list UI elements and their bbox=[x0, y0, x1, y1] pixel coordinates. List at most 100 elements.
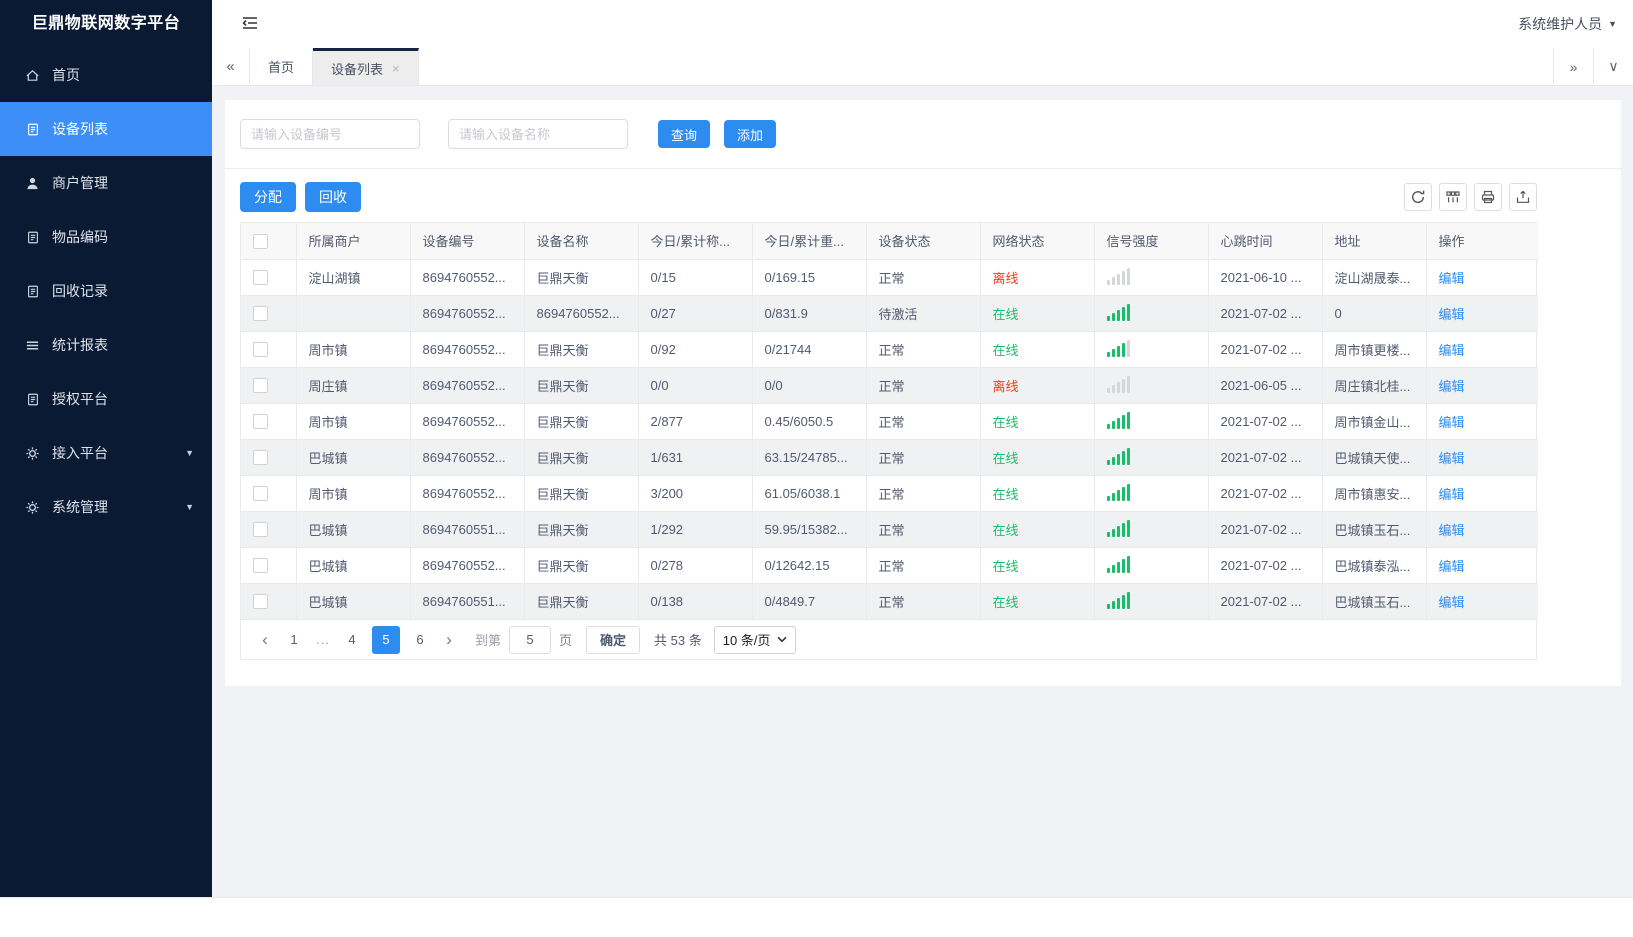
edit-link[interactable]: 编辑 bbox=[1438, 306, 1465, 322]
export-icon[interactable] bbox=[1509, 183, 1537, 211]
row-checkbox[interactable] bbox=[253, 486, 268, 502]
cell-action: 编辑 bbox=[1426, 547, 1538, 584]
row-select-cell bbox=[241, 295, 297, 332]
table-row: 8694760552... 8694760552... 0/27 0/831.9 待激活… bbox=[241, 295, 1538, 332]
table-row: 巴城镇 8694760552... 巨鼎天衡 0/278 0/12642.15 正常 在线 2… bbox=[241, 547, 1538, 584]
cell-network-status: 在线 bbox=[980, 331, 1095, 368]
cell-network-status: 在线 bbox=[980, 403, 1095, 440]
row-checkbox[interactable] bbox=[253, 270, 268, 286]
cell-device-status: 正常 bbox=[866, 439, 981, 476]
next-page-icon[interactable]: › bbox=[446, 629, 452, 649]
sidebar-item-system-mgmt[interactable]: 系统管理 ▼ bbox=[0, 480, 212, 534]
scroll-tabs-left-icon[interactable]: « bbox=[212, 48, 250, 85]
page-button-4[interactable]: 4 bbox=[348, 631, 356, 647]
device-no-input[interactable] bbox=[240, 119, 420, 149]
top-bar: 系统维护人员 ▼ bbox=[212, 0, 1633, 48]
sidebar-item-label: 设备列表 bbox=[52, 121, 108, 137]
sidebar-item-label: 统计报表 bbox=[52, 337, 108, 353]
signal-strength-indicator bbox=[1106, 519, 1132, 537]
table-row: 周市镇 8694760552... 巨鼎天衡 0/92 0/21744 正常 在线 2021-… bbox=[241, 331, 1538, 368]
cell-action: 编辑 bbox=[1426, 295, 1538, 332]
edit-link[interactable]: 编辑 bbox=[1438, 270, 1465, 286]
tab-label: 首页 bbox=[268, 60, 295, 75]
cell-today-count: 2/877 bbox=[638, 403, 753, 440]
page-size-select[interactable]: 10 条/页 bbox=[713, 625, 797, 654]
home-icon bbox=[24, 67, 41, 83]
sidebar-item-access-platform[interactable]: 接入平台 ▼ bbox=[0, 426, 212, 480]
sidebar-item-device-list[interactable]: 设备列表 bbox=[0, 102, 212, 156]
select-all-checkbox[interactable] bbox=[253, 233, 268, 249]
columns-icon[interactable] bbox=[1439, 183, 1467, 211]
cell-today-weight: 63.15/24785... bbox=[752, 439, 867, 476]
user-menu[interactable]: 系统维护人员 ▼ bbox=[1518, 0, 1617, 48]
signal-strength-indicator bbox=[1106, 375, 1132, 393]
print-icon[interactable] bbox=[1474, 183, 1502, 211]
cell-device-status: 正常 bbox=[866, 403, 981, 440]
cell-heartbeat: 2021-07-02 ... bbox=[1208, 547, 1323, 584]
collapse-sidebar-icon[interactable] bbox=[240, 14, 262, 34]
sidebar-item-home[interactable]: 首页 bbox=[0, 48, 212, 102]
tab-actions-icon[interactable]: ∨ bbox=[1593, 48, 1633, 85]
row-select-cell bbox=[241, 259, 297, 296]
cell-today-count: 0/15 bbox=[638, 259, 753, 296]
sidebar-item-merchant-mgmt[interactable]: 商户管理 bbox=[0, 156, 212, 210]
search-bar: 查询 添加 bbox=[225, 100, 1621, 169]
table-icon-group bbox=[1397, 183, 1537, 211]
sidebar-menu: 首页设备列表商户管理 物品编码 回收记录统计报表授权平台 接入平台 ▼ 系统管理 ▼ bbox=[0, 48, 212, 534]
goto-page-input[interactable] bbox=[509, 625, 552, 654]
cell-signal bbox=[1094, 547, 1209, 584]
row-checkbox[interactable] bbox=[253, 522, 268, 538]
row-checkbox[interactable] bbox=[253, 450, 268, 466]
tab-device-list[interactable]: 设备列表 × bbox=[313, 48, 419, 85]
sidebar-item-recycle-records[interactable]: 回收记录 bbox=[0, 264, 212, 318]
edit-link[interactable]: 编辑 bbox=[1438, 594, 1465, 610]
edit-link[interactable]: 编辑 bbox=[1438, 378, 1465, 394]
assign-button[interactable]: 分配 bbox=[240, 182, 296, 212]
cell-signal bbox=[1094, 259, 1209, 296]
sidebar-item-stats-report[interactable]: 统计报表 bbox=[0, 318, 212, 372]
table-row: 周市镇 8694760552... 巨鼎天衡 2/877 0.45/6050.5 正常 在线… bbox=[241, 403, 1538, 440]
device-name-input[interactable] bbox=[448, 119, 628, 149]
cell-device-name: 巨鼎天衡 bbox=[524, 547, 639, 584]
row-checkbox[interactable] bbox=[253, 414, 268, 430]
cell-device-name: 巨鼎天衡 bbox=[524, 367, 639, 404]
query-button[interactable]: 查询 bbox=[658, 120, 711, 148]
cell-action: 编辑 bbox=[1426, 403, 1538, 440]
recycle-button[interactable]: 回收 bbox=[305, 182, 361, 212]
page-button-1[interactable]: 1 bbox=[290, 631, 298, 647]
edit-link[interactable]: 编辑 bbox=[1438, 522, 1465, 538]
edit-link[interactable]: 编辑 bbox=[1438, 486, 1465, 502]
row-checkbox[interactable] bbox=[253, 378, 268, 394]
close-icon[interactable]: × bbox=[392, 60, 400, 76]
page-button-6[interactable]: 6 bbox=[416, 631, 424, 647]
user-name: 系统维护人员 bbox=[1518, 16, 1603, 32]
page-button-5[interactable]: 5 bbox=[372, 625, 400, 654]
edit-link[interactable]: 编辑 bbox=[1438, 450, 1465, 466]
refresh-icon[interactable] bbox=[1404, 183, 1432, 211]
row-checkbox[interactable] bbox=[253, 342, 268, 358]
cell-heartbeat: 2021-06-10 ... bbox=[1208, 259, 1323, 296]
cell-signal bbox=[1094, 583, 1209, 619]
row-checkbox[interactable] bbox=[253, 558, 268, 574]
goto-confirm-button[interactable]: 确定 bbox=[586, 625, 641, 654]
sidebar-item-item-code[interactable]: 物品编码 bbox=[0, 210, 212, 264]
sidebar-item-auth-platform[interactable]: 授权平台 bbox=[0, 372, 212, 426]
add-button[interactable]: 添加 bbox=[724, 120, 777, 148]
tab-home[interactable]: 首页 bbox=[250, 48, 314, 85]
edit-link[interactable]: 编辑 bbox=[1438, 558, 1465, 574]
sidebar-item-label: 系统管理 bbox=[52, 499, 108, 515]
row-checkbox[interactable] bbox=[253, 306, 268, 322]
cell-address: 巴城镇玉石... bbox=[1322, 511, 1427, 548]
prev-page-icon[interactable]: ‹ bbox=[262, 629, 268, 649]
edit-link[interactable]: 编辑 bbox=[1438, 414, 1465, 430]
device-table: 所属商户 设备编号 设备名称 今日/累计称... 今日/累计重... 设备状态 网络状态 信号… bbox=[241, 223, 1538, 619]
signal-strength-indicator bbox=[1106, 303, 1132, 321]
select-all-cell bbox=[241, 223, 297, 260]
column-header-4: 今日/累计重... bbox=[752, 223, 867, 260]
scroll-tabs-right-icon[interactable]: » bbox=[1553, 48, 1593, 85]
edit-link[interactable]: 编辑 bbox=[1438, 342, 1465, 358]
table-row: 周庄镇 8694760552... 巨鼎天衡 0/0 0/0 正常 离线 2021-06-05… bbox=[241, 367, 1538, 404]
row-checkbox[interactable] bbox=[253, 594, 268, 610]
cell-merchant: 周庄镇 bbox=[296, 367, 411, 404]
